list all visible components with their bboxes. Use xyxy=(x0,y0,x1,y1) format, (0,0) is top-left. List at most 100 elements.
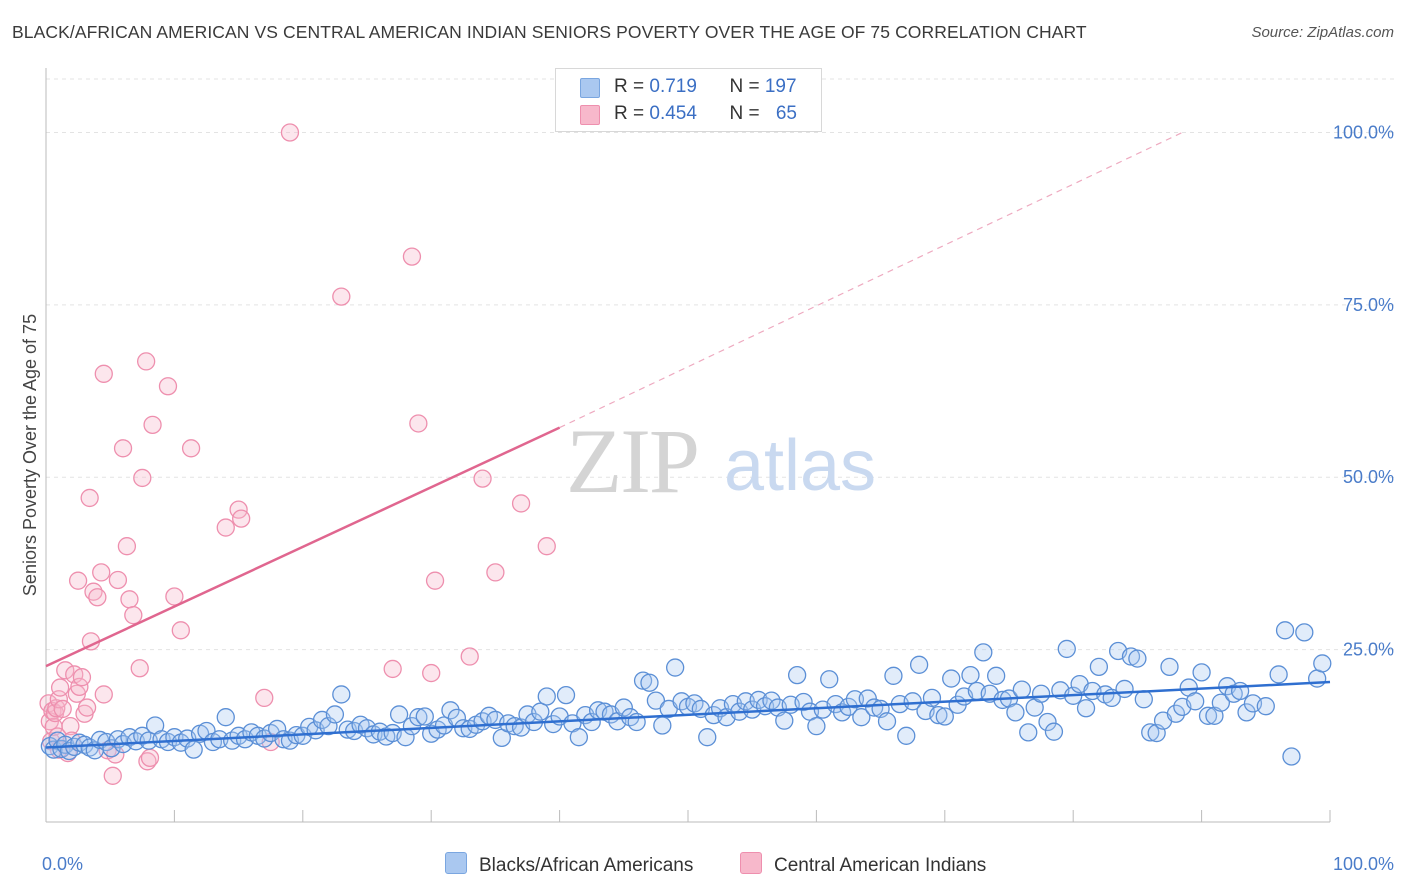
pink-point-48 xyxy=(255,688,274,708)
blue-point-173 xyxy=(1128,649,1147,668)
blue-point-160 xyxy=(1044,722,1064,741)
correlation-legend: R = 0.719 N = 197 R = 0.454 N = 65 xyxy=(555,68,822,132)
pink-point-25 xyxy=(92,563,111,582)
blue-point-174 xyxy=(1134,690,1153,709)
blue-point-178 xyxy=(1160,657,1179,677)
blue-point-39 xyxy=(267,719,287,739)
blue-point-82 xyxy=(544,714,563,734)
blue-point-125 xyxy=(820,670,839,689)
blue-point-162 xyxy=(1057,639,1076,659)
grid xyxy=(46,78,1394,651)
blue-point-129 xyxy=(845,690,865,709)
blue-point-135 xyxy=(884,666,903,685)
blue-point-1 xyxy=(44,740,63,759)
pink-point-44 xyxy=(181,439,201,458)
blue-point-120 xyxy=(787,665,807,685)
pink-trend-line xyxy=(45,426,561,668)
blue-point-198 xyxy=(1313,654,1332,673)
pink-point-60 xyxy=(511,494,531,513)
legend-r-value: 0.719 xyxy=(649,76,697,97)
tick-labels: 25.0% 50.0% 75.0% 100.0% 0.0% 100.0% xyxy=(42,122,1394,874)
blacks-african-americans-points xyxy=(40,621,1332,766)
pink-point-47 xyxy=(232,509,251,528)
legend-n-label: N = xyxy=(729,103,765,124)
blue-point-80 xyxy=(531,702,550,721)
blue-point-123 xyxy=(807,717,826,736)
legend-n-value: 197 xyxy=(764,76,797,97)
pink-point-52 xyxy=(383,659,402,679)
blue-point-192 xyxy=(1256,697,1275,716)
pink-point-55 xyxy=(422,663,441,683)
pink-point-20 xyxy=(77,698,97,717)
blue-point-121 xyxy=(794,692,813,712)
legend-r-label: R = xyxy=(614,103,650,124)
blue-point-61 xyxy=(409,708,428,727)
series-legend-blue: Blacks/African Americans xyxy=(445,852,693,877)
blue-point-49 xyxy=(332,685,351,704)
pink-point-43 xyxy=(171,621,190,640)
blue-point-189 xyxy=(1230,681,1250,701)
blue-trend-line xyxy=(45,680,1331,749)
blue-point-167 xyxy=(1089,657,1109,677)
pink-point-21 xyxy=(80,488,99,508)
pink-trend-extension xyxy=(559,131,1183,429)
series-legend-label: Central American Indians xyxy=(774,855,987,876)
pink-point-45 xyxy=(216,518,235,537)
blue-point-76 xyxy=(505,717,524,736)
pink-point-32 xyxy=(117,537,137,556)
pink-point-13 xyxy=(61,717,80,736)
legend-row-blue: R = 0.719 N = 197 xyxy=(614,76,797,98)
blue-point-156 xyxy=(1019,723,1038,742)
x-tick-label-1: 100.0% xyxy=(1333,854,1394,874)
pink-point-57 xyxy=(460,647,479,666)
pink-point-31 xyxy=(113,439,133,458)
blue-point-97 xyxy=(640,673,659,692)
legend-n-label: N = xyxy=(729,76,765,97)
blue-point-175 xyxy=(1141,723,1160,742)
y-tick-label-0: 25.0% xyxy=(1343,640,1394,660)
blue-point-26 xyxy=(184,740,203,759)
blue-point-193 xyxy=(1269,665,1288,684)
blue-point-137 xyxy=(897,726,916,745)
axes xyxy=(45,68,1331,823)
blue-point-31 xyxy=(216,708,235,727)
blue-point-195 xyxy=(1282,747,1301,766)
series-legend-pink: Central American Indians xyxy=(740,852,986,877)
y-axis-label: Seniors Poverty Over the Age of 75 xyxy=(20,314,40,596)
watermark: ZIP atlas xyxy=(566,410,876,512)
blue-point-147 xyxy=(961,665,980,685)
blue-point-179 xyxy=(1166,704,1186,723)
legend-r-value: 0.454 xyxy=(649,103,697,124)
pink-point-11 xyxy=(56,661,75,680)
blue-point-101 xyxy=(666,658,685,677)
blue-point-118 xyxy=(775,711,794,730)
blue-point-158 xyxy=(1031,684,1051,703)
blue-point-143 xyxy=(935,707,954,726)
blue-point-81 xyxy=(537,687,556,706)
blue-point-182 xyxy=(1186,692,1205,711)
pink-point-50 xyxy=(280,123,300,142)
blue-point-184 xyxy=(1198,706,1218,725)
pink-point-10 xyxy=(53,699,72,719)
y-tick-label-2: 75.0% xyxy=(1343,295,1394,315)
series-legend-swatch-blue xyxy=(445,852,467,874)
blue-point-190 xyxy=(1237,703,1256,722)
pink-point-33 xyxy=(120,590,139,609)
pink-point-37 xyxy=(137,352,156,371)
blue-point-131 xyxy=(858,689,877,708)
pink-point-24 xyxy=(88,588,107,607)
pink-point-58 xyxy=(473,469,492,488)
y-tick-label-1: 50.0% xyxy=(1343,467,1394,487)
x-tick-label-0: 0.0% xyxy=(42,854,83,874)
legend-row-pink: R = 0.454 N = 65 xyxy=(614,103,797,125)
blue-point-86 xyxy=(569,728,589,747)
pink-point-56 xyxy=(425,571,445,590)
pink-point-59 xyxy=(486,563,505,582)
blue-point-106 xyxy=(698,728,717,747)
blue-point-144 xyxy=(942,669,961,688)
blue-point-159 xyxy=(1038,712,1057,732)
blue-point-88 xyxy=(582,712,601,732)
pink-point-9 xyxy=(50,678,70,697)
pink-point-28 xyxy=(103,766,122,785)
series-legend-swatch-pink xyxy=(740,852,762,874)
